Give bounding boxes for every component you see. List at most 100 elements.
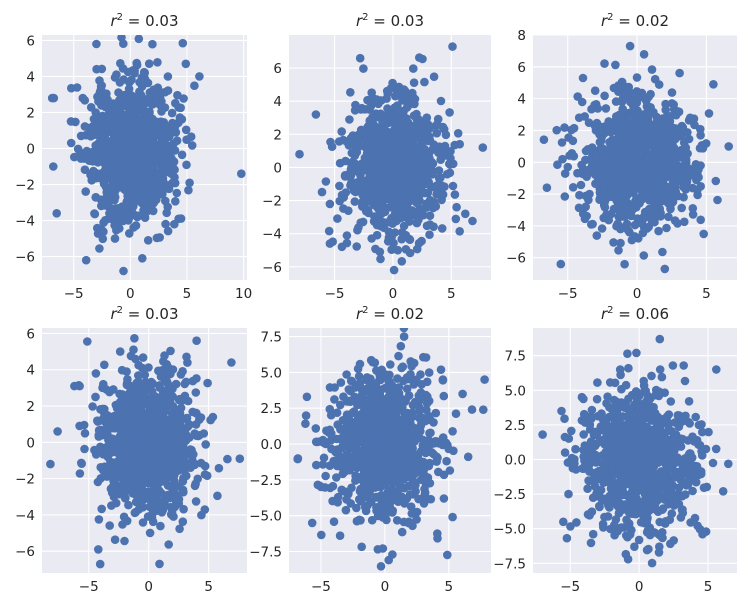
- scatter-point: [553, 160, 562, 169]
- scatter-point: [677, 203, 686, 213]
- scatter-point: [361, 450, 371, 459]
- scatter-point: [445, 168, 455, 178]
- scatter-point: [96, 405, 105, 414]
- scatter-point: [203, 378, 212, 388]
- scatter-point: [128, 404, 137, 413]
- scatter-point: [437, 224, 447, 233]
- subplot-title: r2 = 0.03: [110, 305, 178, 323]
- scatter-point: [455, 227, 465, 236]
- scatter-point: [622, 219, 632, 229]
- scatter-point: [213, 491, 222, 501]
- scatter-point: [169, 512, 178, 521]
- scatter-point: [355, 359, 365, 369]
- scatter-point: [126, 474, 136, 484]
- scatter-point: [580, 214, 590, 224]
- scatter-point: [600, 59, 609, 68]
- scatter-point: [406, 142, 416, 151]
- x-tick-label: −5: [558, 286, 578, 302]
- scatter-point: [149, 499, 159, 509]
- scatter-point: [182, 463, 192, 473]
- scatter-point: [669, 185, 678, 195]
- scatter-point: [632, 158, 642, 167]
- scatter-point: [317, 187, 327, 197]
- scatter-point: [429, 449, 438, 459]
- scatter-point: [337, 242, 347, 252]
- scatter-point: [98, 116, 108, 125]
- scatter-point: [70, 152, 79, 162]
- scatter-point: [439, 494, 449, 503]
- scatter-point: [95, 559, 105, 569]
- scatter-point: [49, 162, 58, 171]
- scatter-point: [136, 470, 145, 480]
- scatter-point: [148, 191, 157, 201]
- scatter-point: [136, 91, 146, 100]
- scatter-point: [110, 73, 120, 82]
- scatter-point: [93, 477, 103, 487]
- scatter-point: [351, 100, 360, 110]
- scatter-point: [138, 503, 148, 512]
- scatter-point: [155, 381, 164, 390]
- y-tick-label: −6: [262, 260, 282, 276]
- scatter-point: [652, 112, 661, 122]
- scatter-point: [658, 247, 667, 257]
- scatter-point: [156, 521, 165, 531]
- scatter-point: [617, 118, 626, 127]
- y-tick-label: 6: [517, 60, 526, 76]
- scatter-point: [418, 136, 428, 146]
- scatter-point: [171, 496, 181, 506]
- scatter-point: [124, 84, 134, 94]
- scatter-point: [144, 59, 154, 68]
- scatter-point: [664, 133, 674, 142]
- scatter-point: [195, 72, 204, 81]
- scatter-point: [311, 110, 321, 119]
- scatter-point: [130, 334, 139, 343]
- scatter-point: [601, 104, 611, 113]
- scatter-point: [167, 435, 176, 445]
- scatter-point: [138, 388, 148, 398]
- scatter-point: [95, 90, 104, 99]
- scatter-point: [353, 225, 362, 235]
- x-tick-label: 0: [389, 286, 398, 302]
- scatter-point: [420, 188, 429, 198]
- scatter-point: [124, 500, 133, 510]
- scatter-point: [162, 181, 172, 190]
- scatter-points: [46, 334, 245, 569]
- scatter-point: [168, 165, 178, 174]
- x-tick-label: 10: [235, 286, 252, 302]
- scatter-point: [367, 515, 377, 525]
- scatter-point: [432, 190, 441, 199]
- scatter-point: [646, 196, 655, 205]
- scatter-point: [371, 244, 380, 254]
- scatter-point: [679, 138, 689, 147]
- scatter-point: [94, 545, 103, 554]
- scatter-point: [152, 506, 162, 515]
- scatter-point: [80, 165, 90, 174]
- scatter-point: [414, 160, 424, 170]
- scatter-point: [386, 84, 396, 93]
- scatter-point: [115, 347, 125, 356]
- scatter-point: [432, 120, 442, 129]
- scatter-point: [94, 515, 104, 524]
- scatter-point: [153, 437, 162, 447]
- x-tick-label: 5: [204, 579, 213, 595]
- scatter-point: [132, 58, 141, 68]
- scatter-point: [181, 125, 191, 135]
- scatter-point: [382, 372, 391, 381]
- scatter-point: [656, 184, 665, 193]
- y-tick-label: −6: [15, 250, 35, 266]
- scatter-point: [321, 177, 331, 186]
- scatter-point: [431, 408, 441, 418]
- scatter-point: [461, 209, 470, 219]
- scatter-point: [552, 125, 561, 135]
- scatter-point: [332, 473, 341, 482]
- scatter-point: [625, 41, 635, 51]
- scatter-point: [557, 138, 567, 147]
- scatter-point: [446, 154, 455, 163]
- scatter-point: [667, 88, 677, 97]
- scatter-point: [372, 230, 382, 240]
- scatter-point: [338, 469, 348, 479]
- scatter-point: [156, 401, 165, 410]
- scatter-point: [412, 124, 422, 133]
- subplot-5: −5 0 5−7.5−5.0−2.50.02.55.07.5r2 = 0.02: [249, 305, 491, 595]
